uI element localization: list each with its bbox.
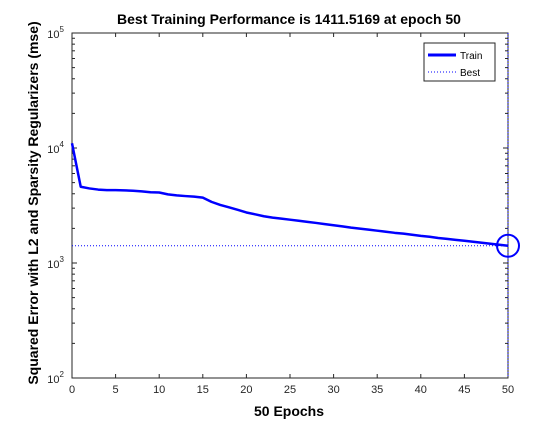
legend-box (423, 42, 496, 82)
x-axis-label: 50 Epochs (254, 403, 324, 419)
x-tick-label: 40 (415, 384, 427, 396)
x-tick-label: 5 (113, 384, 119, 396)
x-tick-label: 50 (502, 384, 514, 396)
axes-background (72, 33, 508, 378)
axes-frame (71, 32, 509, 379)
x-tick-label: 15 (197, 384, 209, 396)
y-tick-label: 102 (47, 370, 64, 386)
legend-best-label: Best (460, 68, 480, 79)
x-tick-label: 20 (240, 384, 252, 396)
chart-title: Best Training Performance is 1411.5169 a… (117, 11, 461, 27)
y-tick-label: 103 (47, 255, 64, 271)
legend[interactable]: Train Best (423, 42, 496, 82)
y-tick-labels: 102 103 104 105 (47, 25, 64, 386)
x-tick-labels: 0 5 10 15 20 25 30 35 40 45 50 (69, 384, 514, 396)
x-tick-label: 0 (69, 384, 75, 396)
x-tick-label: 35 (371, 384, 383, 396)
x-tick-label: 30 (327, 384, 339, 396)
x-tick-label: 25 (284, 384, 296, 396)
best-point-marker (496, 233, 520, 258)
y-axis-label: Squared Error with L2 and Sparsity Regul… (25, 21, 41, 384)
x-tick-label: 10 (153, 384, 165, 396)
x-tick-label: 45 (458, 384, 470, 396)
plot-area (70, 32, 520, 379)
series-train-line (70, 142, 509, 248)
y-tick-label: 104 (47, 140, 64, 156)
legend-train-label: Train (460, 51, 482, 62)
y-tick-label: 105 (47, 25, 64, 41)
